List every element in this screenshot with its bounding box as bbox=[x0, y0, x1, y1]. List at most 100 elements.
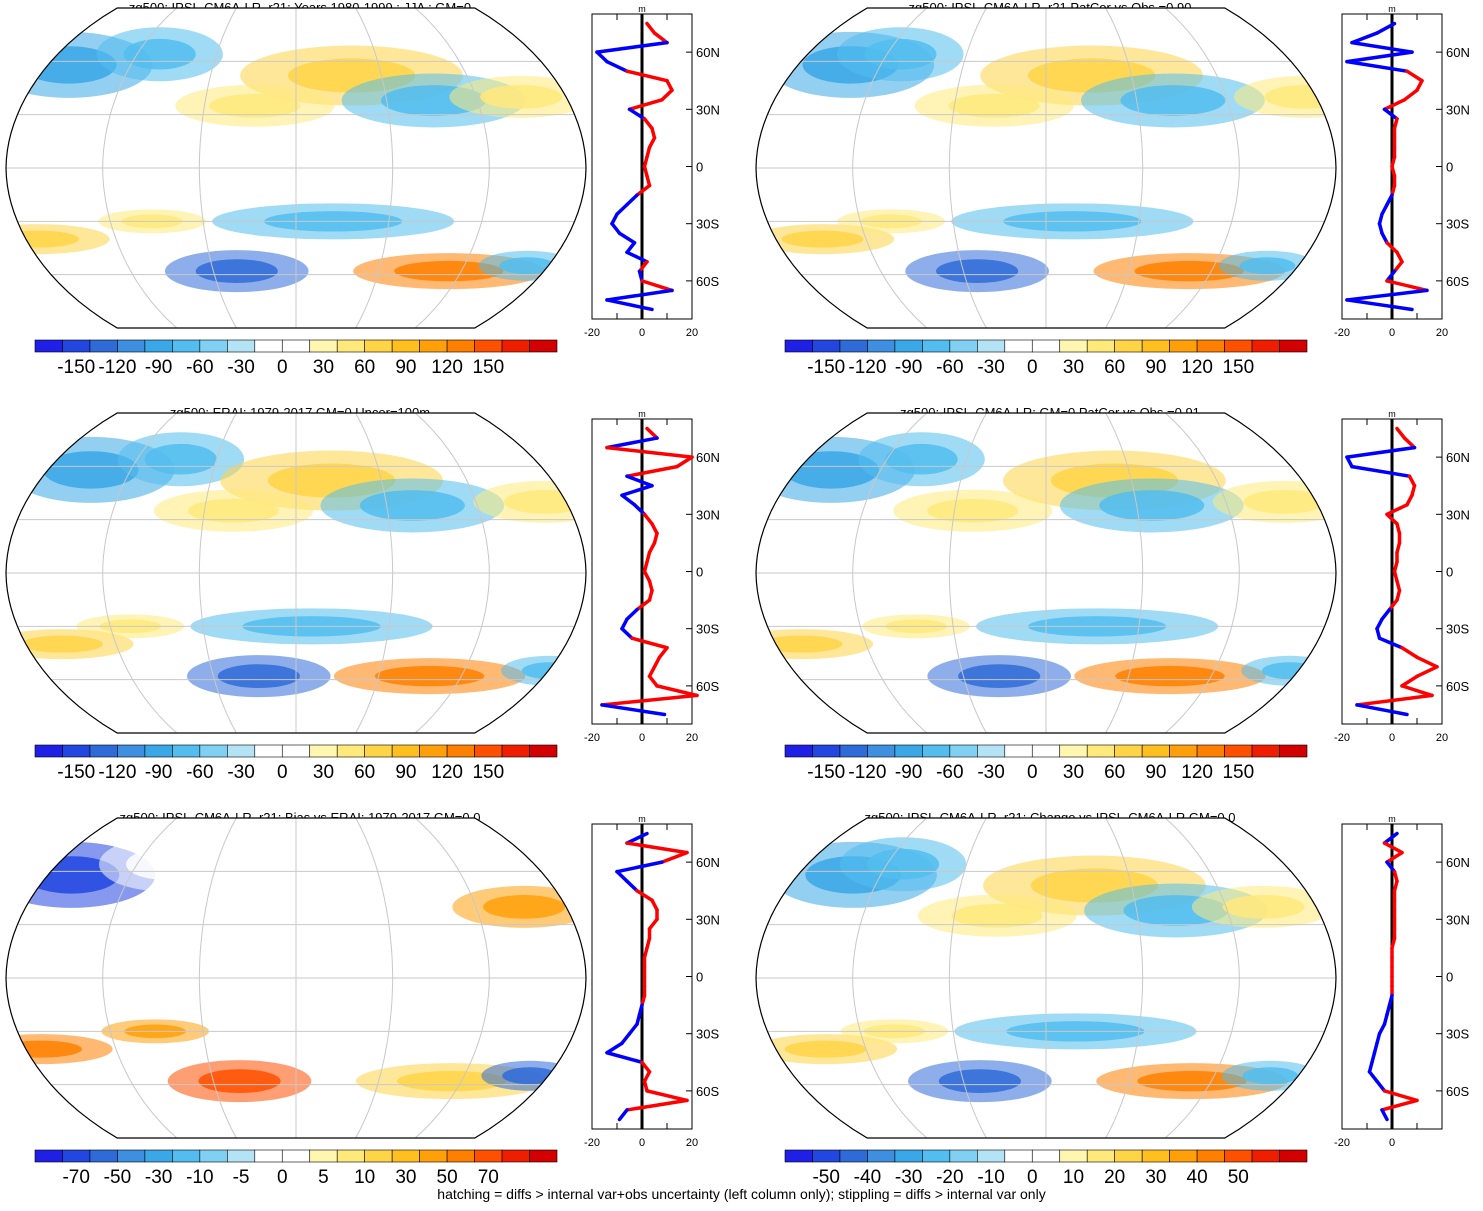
colorbar-swatch bbox=[1004, 339, 1033, 353]
profile-segment bbox=[1385, 241, 1399, 255]
profile-segment bbox=[1345, 59, 1409, 73]
map-outline bbox=[755, 817, 1337, 1139]
profile-xtick-label: -20 bbox=[1334, 1137, 1350, 1149]
anomaly-core bbox=[480, 84, 563, 109]
anomaly-core bbox=[1262, 662, 1318, 680]
colorbar-swatch bbox=[1059, 1149, 1088, 1163]
anomaly-core bbox=[948, 93, 1040, 118]
anomaly-core bbox=[126, 848, 199, 880]
profile-segment bbox=[625, 474, 654, 488]
profile-segment bbox=[632, 503, 647, 517]
anomaly-core bbox=[42, 451, 139, 489]
colorbar-swatch bbox=[309, 339, 338, 353]
colorbar-label: -60 bbox=[186, 762, 213, 783]
zonal-profile: m -20 0 20 60N 30N 0 30S 60S bbox=[1334, 409, 1470, 744]
profile-segment bbox=[1385, 512, 1399, 526]
colorbar-swatch bbox=[922, 744, 951, 758]
colorbar-label: 70 bbox=[478, 1167, 499, 1188]
profile-xtick-label: 0 bbox=[639, 1137, 645, 1149]
colorbar-label: -30 bbox=[145, 1167, 172, 1188]
profile-segment bbox=[645, 1089, 689, 1103]
profile-lat-label: 30N bbox=[1446, 102, 1470, 117]
colorbar-swatch bbox=[419, 1149, 448, 1163]
colorbar-swatch bbox=[1114, 744, 1143, 758]
longitude-line bbox=[414, 413, 490, 733]
profile-lat-label: 30S bbox=[696, 622, 719, 637]
profile-segment bbox=[1392, 260, 1404, 274]
colorbar-label: 120 bbox=[431, 357, 463, 378]
anomaly-core bbox=[394, 260, 504, 282]
colorbar-swatch bbox=[1224, 339, 1253, 353]
profile-segment bbox=[1402, 436, 1417, 450]
profile-segment bbox=[600, 703, 667, 717]
anomaly-core bbox=[1264, 84, 1336, 109]
colorbar-swatch bbox=[144, 744, 173, 758]
profile-segment bbox=[627, 98, 664, 112]
longitude-line bbox=[852, 818, 928, 1138]
colorbar-swatch bbox=[34, 1149, 63, 1163]
colorbar-swatch bbox=[1196, 1149, 1225, 1163]
profile-lat-label: 30N bbox=[696, 912, 720, 927]
profile-xtick-label: 0 bbox=[639, 732, 645, 744]
colorbar-label: 150 bbox=[1222, 762, 1254, 783]
profile-segment bbox=[1387, 598, 1399, 612]
colorbar-swatch bbox=[89, 339, 118, 353]
colorbar-swatch bbox=[364, 339, 393, 353]
profile-lat-label: 60S bbox=[1446, 274, 1469, 289]
colorbar-swatch bbox=[977, 1149, 1006, 1163]
profile-segment bbox=[620, 483, 654, 497]
profile-units: m bbox=[1388, 4, 1396, 14]
anomaly-core bbox=[1120, 85, 1226, 116]
profile-lat-label: 60N bbox=[696, 450, 720, 465]
colorbar-swatch bbox=[117, 339, 146, 353]
longitude-line bbox=[355, 818, 394, 1138]
colorbar-label: 30 bbox=[395, 1167, 416, 1188]
profile-lat-label: 60N bbox=[1446, 450, 1470, 465]
colorbar-swatch bbox=[501, 339, 530, 353]
figure-footer: hatching = diffs > internal var+obs unce… bbox=[437, 1186, 1046, 1202]
colorbar-swatch bbox=[501, 744, 530, 758]
profile-segment bbox=[1382, 98, 1407, 112]
colorbar-swatch bbox=[894, 744, 923, 758]
colorbar-label: -90 bbox=[895, 357, 922, 378]
panel-1: zg500: IPSL-CM6A-LR_r21: Years 1980-1999… bbox=[5, 0, 720, 378]
profile-segment bbox=[1345, 445, 1417, 459]
profile-lat-label: 0 bbox=[1446, 970, 1453, 985]
colorbar-swatch bbox=[254, 1149, 283, 1163]
anomaly-core bbox=[951, 903, 1043, 928]
colorbar-label: -90 bbox=[145, 762, 172, 783]
colorbar-swatch bbox=[62, 744, 91, 758]
colorbar-swatch bbox=[419, 744, 448, 758]
profile-segment bbox=[1415, 665, 1439, 679]
colorbar-label: -30 bbox=[977, 762, 1004, 783]
profile-segment bbox=[1345, 288, 1429, 302]
profile-segment bbox=[640, 1060, 652, 1074]
colorbar-swatch bbox=[1059, 744, 1088, 758]
profile-segment bbox=[625, 607, 639, 621]
profile-segment bbox=[625, 69, 669, 83]
longitude-line bbox=[948, 818, 987, 1138]
colorbar-swatch bbox=[391, 1149, 420, 1163]
profile-segment bbox=[1345, 455, 1354, 469]
profile-lat-label: 60N bbox=[1446, 855, 1470, 870]
zonal-profile: m -20 0 20 60N 30N 0 30S 60S bbox=[584, 814, 720, 1149]
longitude-line bbox=[414, 818, 490, 1138]
colorbar-swatch bbox=[474, 339, 503, 353]
colorbar-swatch bbox=[1224, 744, 1253, 758]
profile-segment bbox=[650, 522, 659, 536]
colorbar-swatch bbox=[1196, 744, 1225, 758]
profile-segment bbox=[625, 841, 689, 855]
profile-segment bbox=[1377, 1022, 1387, 1036]
colorbar-label: 60 bbox=[354, 357, 375, 378]
profile-segment bbox=[660, 88, 674, 102]
profile-segment bbox=[625, 241, 637, 255]
colorbar-label: 120 bbox=[1181, 762, 1213, 783]
map-outline bbox=[5, 817, 587, 1139]
profile-segment bbox=[645, 21, 657, 35]
longitude-line bbox=[102, 413, 178, 733]
anomaly-core bbox=[396, 1070, 507, 1092]
profile-segment bbox=[635, 598, 652, 612]
colorbar-swatch bbox=[144, 339, 173, 353]
colorbar-swatch bbox=[336, 339, 365, 353]
profile-segment bbox=[1345, 50, 1414, 64]
